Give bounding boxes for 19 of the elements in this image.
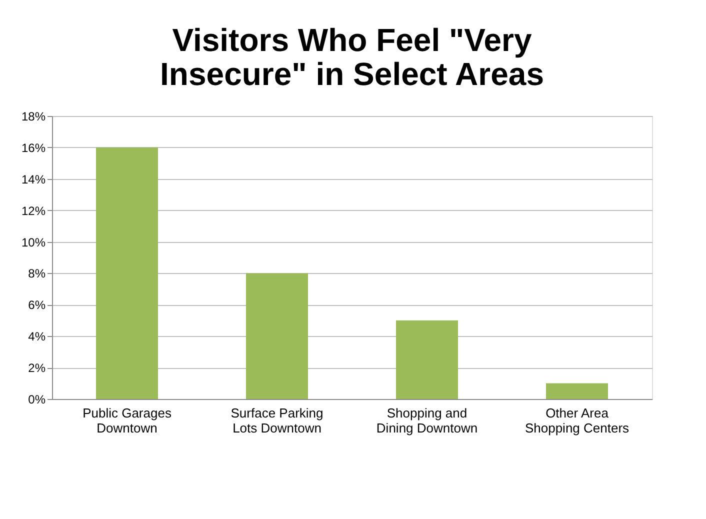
bar [96,147,158,399]
x-tick-label: Surface Parking Lots Downtown [230,406,324,436]
y-tick-label: 0% [28,392,46,406]
bar [396,320,458,399]
y-tick-label: 6% [28,298,46,312]
y-tick-label: 18% [21,110,46,124]
x-tick-label: Public Garages Downtown [82,406,172,436]
x-tick-label: Shopping and Dining Downtown [376,406,478,436]
bar [546,383,608,399]
y-tick-label: 2% [28,361,46,376]
x-tick-label: Other Area Shopping Centers [524,406,630,436]
chart-title: Visitors Who Feel "Very Insecure" in Select Areas [160,22,544,92]
y-tick-label: 4% [28,330,46,344]
y-tick-label: 14% [21,172,46,186]
y-tick-label: 10% [21,235,46,250]
bar [246,273,308,399]
y-tick-label: 16% [21,140,46,155]
y-tick-label: 8% [28,266,46,281]
y-tick-label: 12% [21,204,46,218]
